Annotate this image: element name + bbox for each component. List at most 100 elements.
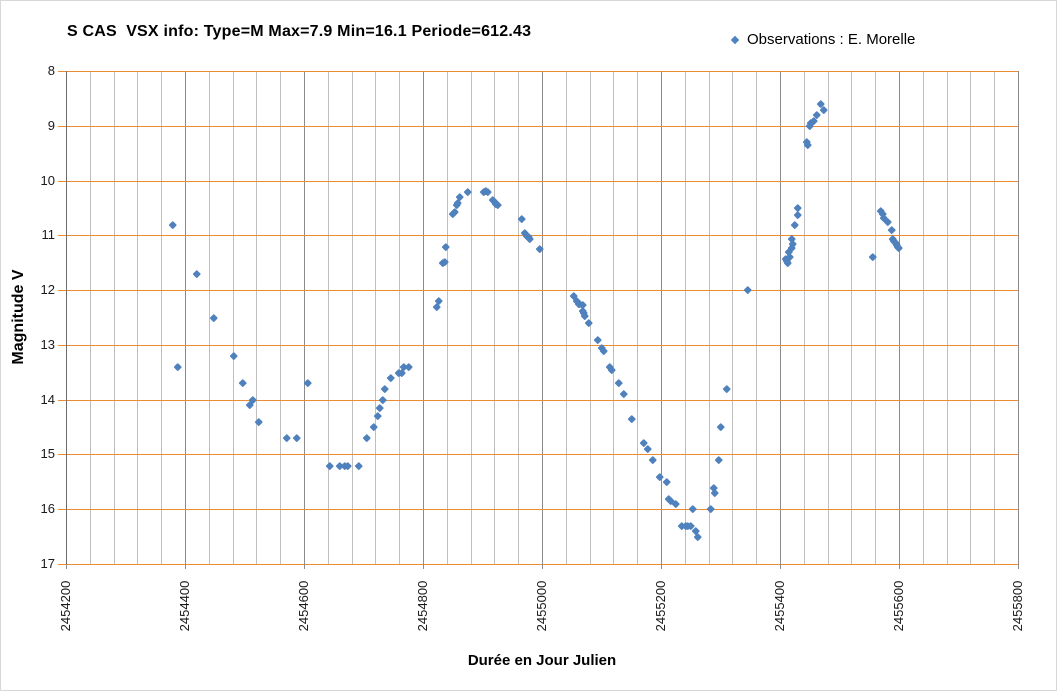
y-tick-mark [58, 290, 67, 292]
y-tick-label: 13 [40, 336, 55, 352]
y-tick-mark [58, 454, 67, 456]
y-tick-mark [58, 235, 67, 237]
y-tick-label: 12 [40, 282, 55, 298]
legend: Observations : E. Morelle [730, 31, 916, 48]
v-gridline-minor [232, 71, 234, 564]
data-point [379, 395, 388, 404]
data-point [887, 225, 896, 234]
v-gridline-major [661, 71, 662, 564]
data-point [380, 384, 389, 393]
y-tick-mark [58, 125, 67, 127]
data-point [594, 335, 602, 344]
v-gridline-minor [946, 71, 948, 564]
v-gridline-major [1018, 71, 1019, 564]
data-point [238, 379, 247, 388]
v-gridline-minor [613, 71, 615, 564]
data-point [723, 384, 731, 393]
v-gridline-minor [851, 71, 853, 564]
x-tick-mark [661, 564, 662, 569]
v-gridline-major [899, 71, 900, 564]
v-gridline-major [185, 71, 186, 564]
v-gridline-minor [161, 71, 163, 564]
v-gridline-minor [327, 71, 329, 564]
data-point [282, 434, 291, 442]
v-gridline-minor [280, 71, 282, 564]
data-point [790, 220, 799, 229]
y-axis-title: Magnitude V [10, 269, 27, 365]
data-point [386, 373, 395, 382]
v-gridline-minor [994, 71, 996, 564]
data-point [193, 269, 201, 278]
v-gridline-minor [803, 71, 805, 564]
data-point [326, 461, 335, 470]
x-tick-label: 2455800 [1010, 580, 1025, 632]
y-tick-label: 8 [47, 63, 55, 78]
h-gridline [66, 125, 1018, 127]
v-gridline-minor [589, 71, 591, 564]
x-tick-label: 2455200 [653, 580, 668, 632]
v-gridline-minor [708, 71, 710, 564]
data-point [404, 362, 413, 371]
h-gridline [66, 399, 1018, 401]
v-gridline-minor [922, 71, 924, 564]
v-gridline-minor [399, 71, 401, 564]
v-gridline-minor [351, 71, 353, 564]
v-gridline-minor [256, 71, 258, 564]
diamond-marker-icon [730, 35, 740, 44]
data-point [363, 434, 371, 442]
y-tick-label: 16 [40, 501, 55, 517]
data-point [689, 505, 698, 514]
v-gridline-minor [827, 71, 829, 564]
legend-label: Observations : E. Morelle [747, 31, 916, 48]
x-tick-mark [185, 564, 186, 569]
v-gridline-minor [494, 71, 496, 564]
data-point [173, 362, 182, 371]
h-gridline [66, 509, 1018, 511]
data-point [693, 532, 702, 541]
data-point [585, 319, 593, 327]
data-point [627, 414, 636, 423]
h-gridline [66, 344, 1018, 346]
x-tick-label: 2454200 [58, 580, 73, 632]
v-gridline-minor [446, 71, 448, 564]
chart-title: S CAS VSX info: Type=M Max=7.9 Min=16.1 … [67, 23, 532, 40]
y-tick-mark [58, 564, 67, 565]
x-tick-mark [304, 564, 305, 569]
h-gridline [66, 180, 1018, 182]
data-point [804, 141, 812, 149]
h-gridline [66, 454, 1018, 456]
v-gridline-major [780, 71, 781, 564]
data-point [671, 499, 680, 508]
data-point [793, 210, 802, 219]
y-tick-label: 11 [41, 227, 56, 243]
v-gridline-major [304, 71, 305, 564]
y-axis-line [66, 71, 67, 565]
data-point [376, 403, 385, 412]
y-tick-label: 14 [40, 391, 55, 407]
h-gridline [66, 290, 1018, 292]
data-point [441, 242, 450, 251]
x-tick-mark [899, 564, 900, 569]
x-tick-mark [542, 564, 543, 569]
x-tick-label: 2454800 [415, 580, 430, 632]
y-tick-mark [58, 344, 67, 346]
x-tick-label: 2454400 [177, 580, 192, 632]
v-gridline-minor [875, 71, 877, 564]
v-gridline-minor [470, 71, 472, 564]
h-gridline [66, 71, 1018, 72]
y-tick-label: 17 [40, 556, 55, 571]
y-tick-label: 10 [40, 172, 55, 188]
data-point [714, 456, 723, 464]
x-tick-label: 2454600 [296, 580, 311, 632]
data-point [655, 472, 664, 481]
x-tick-label: 2455400 [772, 580, 787, 632]
y-tick-mark [58, 180, 67, 182]
data-point [614, 379, 623, 388]
v-gridline-major [423, 71, 424, 564]
y-tick-mark [58, 71, 67, 72]
v-gridline-minor [732, 71, 734, 564]
data-point [743, 286, 752, 294]
data-point [229, 351, 238, 360]
data-point [210, 313, 219, 322]
data-point [620, 390, 628, 399]
